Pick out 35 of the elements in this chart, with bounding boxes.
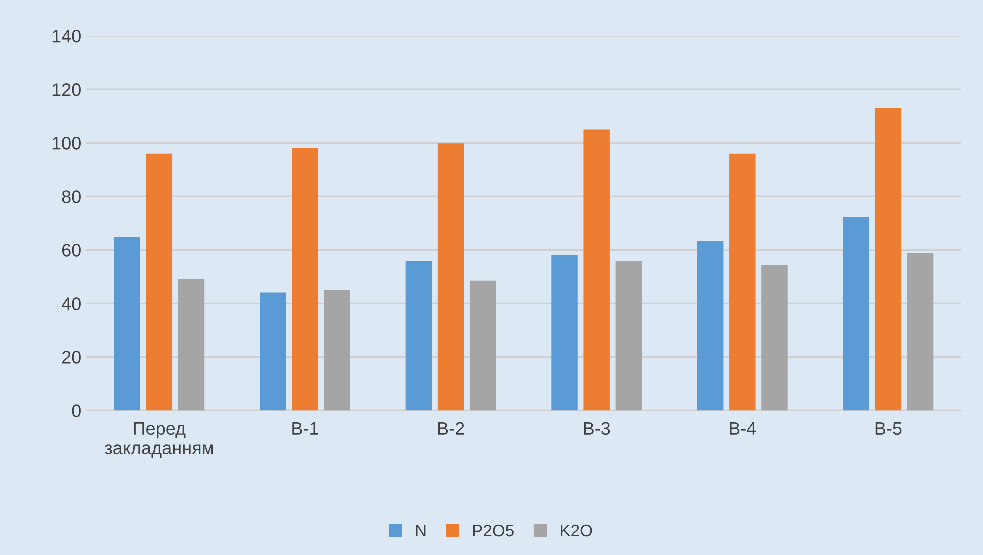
bar xyxy=(470,280,496,411)
x-tick-label: В-1 xyxy=(292,422,318,435)
bar xyxy=(697,241,724,411)
x-tick-label: В-5 xyxy=(876,422,902,436)
bar xyxy=(260,292,286,411)
x-tick-label: В-2 xyxy=(438,422,464,435)
y-tick-label: 100 xyxy=(52,137,81,150)
bar xyxy=(616,261,642,411)
y-tick-label: 40 xyxy=(62,298,81,310)
y-tick-label: 0 xyxy=(72,404,81,418)
bar xyxy=(406,261,432,411)
bar xyxy=(114,237,140,411)
bar xyxy=(762,265,788,411)
x-tick-label: В-4 xyxy=(730,422,756,435)
bar xyxy=(552,255,578,411)
bar xyxy=(875,108,902,411)
bar xyxy=(146,154,173,411)
bar xyxy=(292,148,318,411)
y-tick-label: 20 xyxy=(62,351,81,364)
bar xyxy=(584,130,610,411)
y-tick-label: 120 xyxy=(52,84,81,96)
y-tick-label: 80 xyxy=(62,190,81,204)
legend-label: N xyxy=(416,525,426,537)
legend-label: P2O5 xyxy=(473,524,514,537)
bar xyxy=(907,253,934,411)
y-tick-label: 140 xyxy=(52,30,81,43)
legend-label: K2O xyxy=(561,524,592,537)
bar xyxy=(843,218,870,411)
bar xyxy=(730,154,756,411)
bar xyxy=(438,144,464,411)
bar xyxy=(178,279,205,411)
y-tick-label: 60 xyxy=(62,244,81,257)
x-tick-label: В-3 xyxy=(584,422,610,436)
x-tick-label: Перед закладанням xyxy=(104,422,214,458)
bar xyxy=(324,290,350,411)
